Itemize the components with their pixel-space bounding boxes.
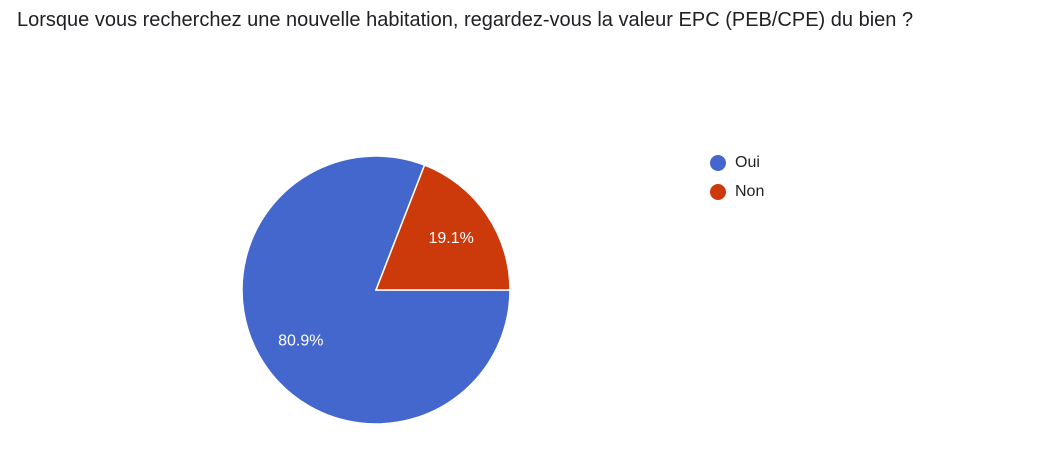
legend-swatch [710, 184, 726, 200]
slice-label: 80.9% [278, 333, 323, 350]
pie-slice [374, 164, 511, 291]
legend-swatch [710, 155, 726, 171]
chart-title: Lorsque vous recherchez une nouvelle hab… [17, 9, 914, 31]
legend-label: Oui [735, 154, 760, 171]
slice-label: 19.1% [429, 230, 474, 247]
legend-label: Non [735, 183, 764, 200]
